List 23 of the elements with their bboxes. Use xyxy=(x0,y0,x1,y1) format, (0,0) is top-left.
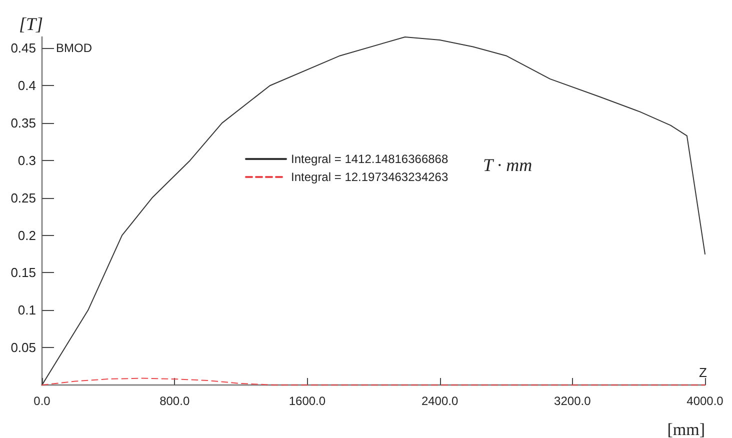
x-tick-label: 4000.0 xyxy=(686,394,724,408)
y-tick-label: 0.05 xyxy=(10,340,36,356)
annotation: BMOD xyxy=(56,41,92,56)
x-tick-label: 0.0 xyxy=(34,394,51,408)
legend-label: Integral = 1412.14816366868 xyxy=(291,152,448,166)
y-tick-label: 0.45 xyxy=(10,40,36,56)
x-axis-title: [mm] xyxy=(667,420,705,438)
x-tick-label: 3200.0 xyxy=(554,394,592,408)
annotation: Z xyxy=(699,365,708,380)
y-axis-title: [T] xyxy=(18,14,44,34)
y-tick-label: 0.25 xyxy=(10,190,36,206)
legend-label: Integral = 12.1973463234263 xyxy=(291,170,448,184)
annotation: T · mm xyxy=(483,155,532,175)
y-tick-label: 0.15 xyxy=(10,265,36,280)
x-tick-label: 800.0 xyxy=(160,394,190,408)
y-tick-label: 0.1 xyxy=(18,302,36,318)
y-tick-label: 0.35 xyxy=(10,116,36,131)
line-series xyxy=(42,36,706,386)
y-tick-label: 0.2 xyxy=(18,228,36,243)
x-tick-label: 2400.0 xyxy=(421,394,458,408)
y-tick-label: 0.3 xyxy=(18,152,36,168)
y-tick-label: 0.4 xyxy=(18,78,36,94)
x-tick-label: 1600.0 xyxy=(288,394,326,408)
